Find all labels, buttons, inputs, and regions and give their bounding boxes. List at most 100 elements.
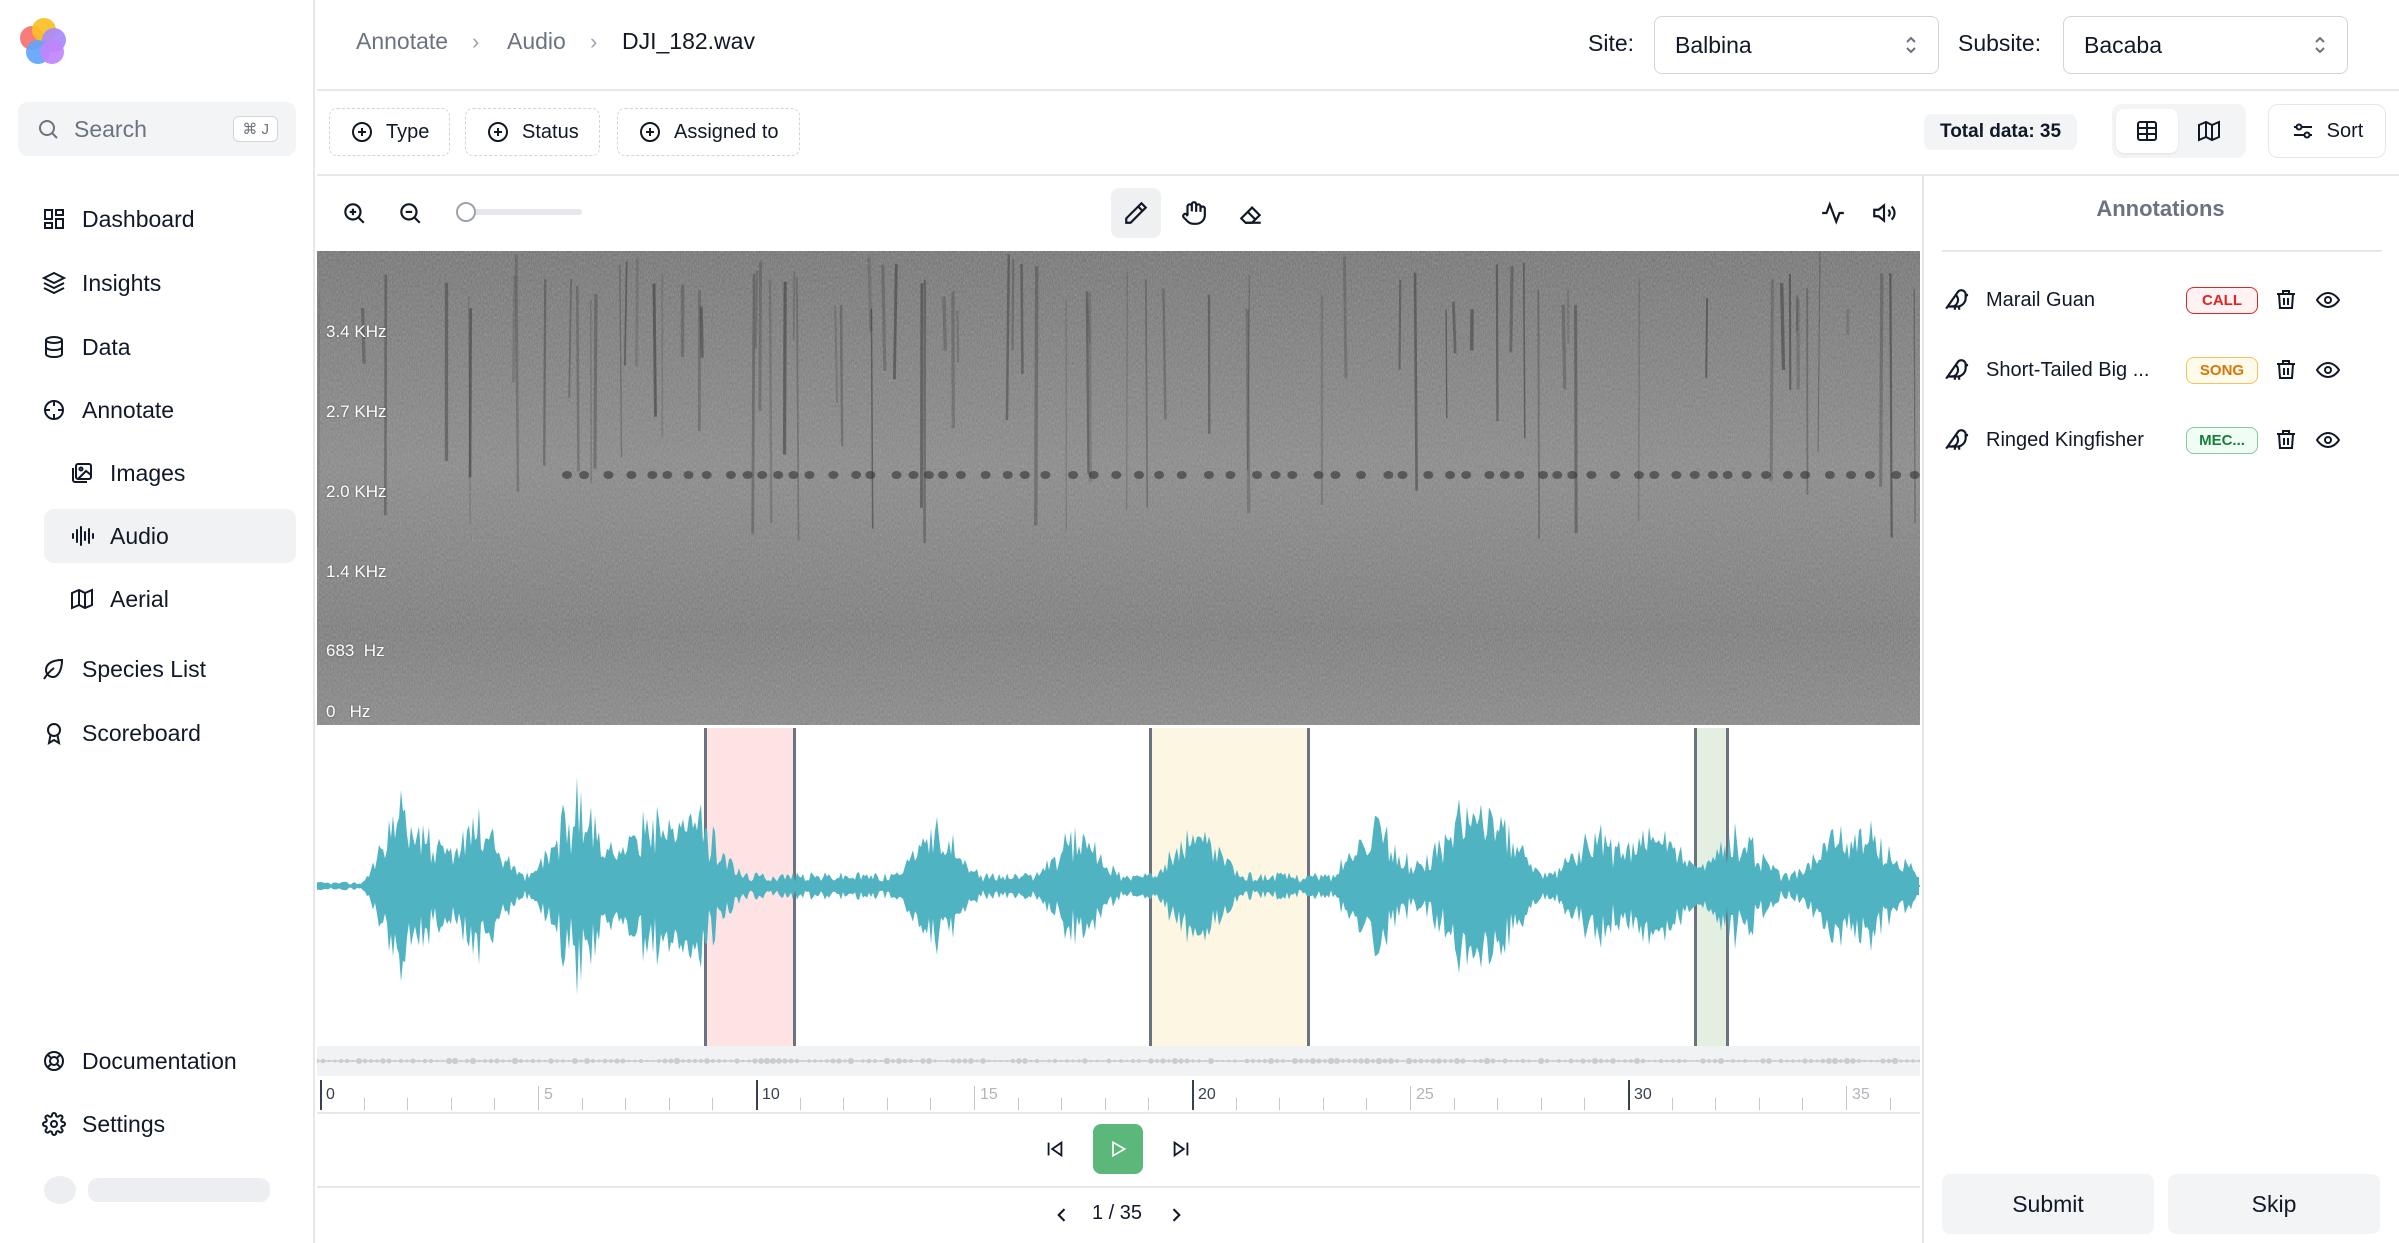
prev-file-button[interactable]	[1044, 1192, 1080, 1238]
sidebar-item-images[interactable]: Images	[44, 446, 296, 500]
filter-type-button[interactable]: Type	[329, 108, 451, 156]
zoom-slider-track[interactable]	[460, 209, 582, 215]
ruler-tick	[712, 1098, 714, 1110]
zoom-in-button[interactable]	[329, 188, 379, 238]
sidebar-item-settings[interactable]: Settings	[18, 1097, 296, 1151]
spectrogram-streak	[796, 278, 800, 541]
waveform-toggle-button[interactable]	[1808, 188, 1858, 238]
trash-icon[interactable]	[2274, 358, 2298, 382]
sidebar-item-audio[interactable]: Audio	[44, 509, 296, 563]
skip-forward-icon	[1173, 1140, 1189, 1158]
submit-button[interactable]: Submit	[1942, 1174, 2154, 1234]
ruler-tick	[1802, 1098, 1804, 1110]
ruler-tick	[974, 1086, 975, 1110]
spectrogram-call-mark	[1270, 471, 1281, 479]
skip-back-button[interactable]	[1032, 1126, 1078, 1172]
breadcrumb-audio[interactable]: Audio	[507, 28, 566, 54]
eye-icon[interactable]	[2316, 428, 2340, 452]
zoom-slider-thumb[interactable]	[456, 202, 476, 222]
zoom-out-button[interactable]	[385, 188, 435, 238]
activity-icon	[1822, 201, 1844, 225]
spectrogram-call-mark	[1499, 471, 1510, 479]
site-label: Site:	[1588, 30, 1635, 56]
annotation-item[interactable]: Marail Guan CALL	[1944, 270, 2384, 330]
spectrogram-call-mark	[1846, 471, 1857, 479]
spectrogram-call-mark	[1800, 471, 1811, 479]
spectrogram-streak	[1495, 264, 1499, 422]
bird-icon	[1945, 289, 1969, 310]
sidebar-item-dashboard[interactable]: Dashboard	[18, 192, 296, 246]
play-button[interactable]	[1093, 1124, 1143, 1174]
breadcrumb-annotate[interactable]: Annotate	[356, 28, 449, 54]
app-logo[interactable]	[20, 18, 70, 68]
table-view-button[interactable]	[2116, 109, 2178, 153]
spectrogram-call-mark	[1383, 471, 1394, 479]
sidebar-item-label: Species List	[82, 655, 207, 682]
ruler-tick	[1366, 1098, 1368, 1110]
sidebar-item-insights[interactable]: Insights	[18, 256, 296, 310]
spectrogram-call-mark	[757, 471, 768, 479]
spectrogram-call-mark	[1671, 471, 1682, 479]
spectrogram-call-mark	[1782, 471, 1793, 479]
spectrogram-call-mark	[1538, 471, 1549, 479]
draw-tool-button[interactable]	[1111, 188, 1161, 238]
eraser-tool-button[interactable]	[1226, 188, 1276, 238]
subsite-select[interactable]: Bacaba	[2063, 16, 2348, 74]
sidebar-item-annotate[interactable]: Annotate	[18, 383, 296, 437]
annotation-item[interactable]: Ringed Kingfisher MEC...	[1944, 410, 2384, 470]
sidebar-item-species-list[interactable]: Species List	[18, 642, 296, 696]
ruler-tick	[843, 1098, 845, 1110]
trash-icon[interactable]	[2274, 428, 2298, 452]
ruler-tick	[1148, 1098, 1150, 1110]
spectrogram-call-mark	[626, 471, 637, 479]
sidebar-item-data[interactable]: Data	[18, 320, 296, 374]
search-label: Search	[74, 115, 147, 142]
spectrogram-call-mark	[647, 471, 658, 479]
sort-button[interactable]: Sort	[2268, 104, 2386, 158]
spectrogram-streak	[635, 259, 639, 367]
spectrogram-call-mark	[1689, 471, 1700, 479]
search-bar[interactable]: Search ⌘ J	[18, 102, 296, 156]
volume-button[interactable]	[1859, 188, 1909, 238]
pan-tool-button[interactable]	[1169, 188, 1219, 238]
next-file-button[interactable]	[1158, 1192, 1194, 1238]
filter-status-button[interactable]: Status	[465, 108, 600, 156]
annotation-tag: CALL	[2186, 286, 2258, 314]
spectrogram-call-mark	[1040, 471, 1051, 479]
spectrogram-call-mark	[1552, 471, 1563, 479]
site-select[interactable]: Balbina	[1654, 16, 1939, 74]
dashboard-icon	[44, 209, 64, 229]
zoom-out-icon	[400, 203, 421, 224]
spectrogram-streak	[1413, 272, 1418, 491]
minimap[interactable]	[314, 1046, 1921, 1076]
freq-label: 3.4 KHz	[326, 322, 387, 341]
spectrogram-call-mark	[1287, 471, 1298, 479]
skip-forward-button[interactable]	[1158, 1126, 1204, 1172]
trash-icon[interactable]	[2274, 288, 2298, 312]
annotation-item[interactable]: Short-Tailed Big ... SONG	[1944, 340, 2384, 400]
timeline-ruler[interactable]: 0 5 10 15 20 25 30 35	[317, 1076, 1920, 1110]
sidebar-item-documentation[interactable]: Documentation	[18, 1034, 296, 1088]
spectrogram-call-mark	[923, 471, 934, 479]
annotation-species: Marail Guan	[1986, 288, 2095, 311]
spectrogram-call-mark	[1313, 471, 1324, 479]
eye-icon[interactable]	[2316, 358, 2340, 382]
spectrogram-call-mark	[579, 471, 590, 479]
sidebar: Search ⌘ J Dashboard Insights Data Annot…	[0, 0, 315, 1243]
waveform[interactable]	[317, 728, 1920, 1046]
spectrogram-streak	[699, 306, 704, 358]
skip-button[interactable]: Skip	[2168, 1174, 2380, 1234]
spectrogram-call-mark	[701, 471, 712, 479]
map-view-button[interactable]	[2178, 109, 2240, 153]
eye-icon[interactable]	[2316, 288, 2340, 312]
sidebar-item-scoreboard[interactable]: Scoreboard	[18, 706, 296, 760]
ruler-tick	[1279, 1098, 1281, 1110]
sidebar-item-aerial[interactable]: Aerial	[44, 572, 296, 626]
spectrogram[interactable]	[317, 251, 1920, 725]
annotation-tag: MEC...	[2186, 426, 2258, 454]
annotations-title: Annotations	[2096, 196, 2225, 221]
spectrogram-streak	[1020, 264, 1024, 375]
spectrogram-call-mark	[725, 471, 736, 479]
chevron-right-icon: ›	[590, 29, 598, 54]
filter-assigned-button[interactable]: Assigned to	[617, 108, 800, 156]
